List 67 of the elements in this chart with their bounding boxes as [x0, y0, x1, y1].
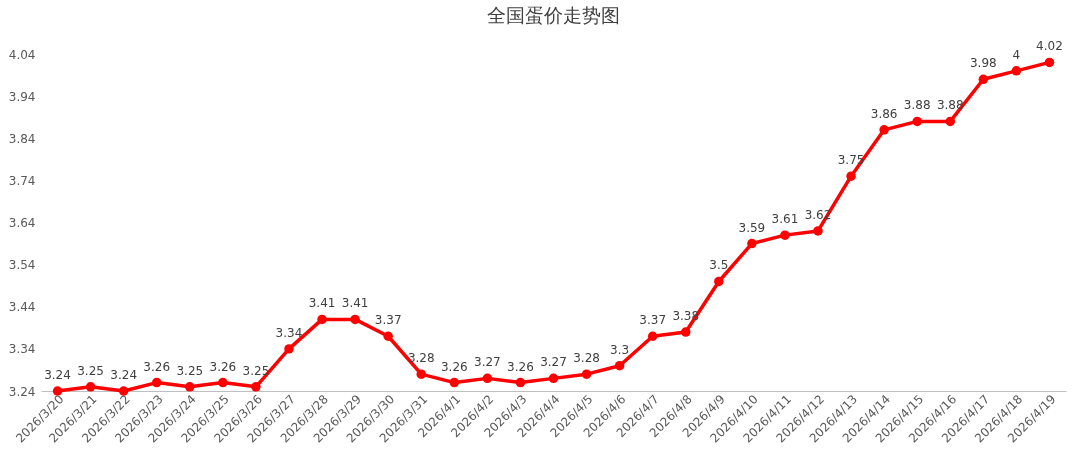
data-label: 3.86: [870, 106, 898, 121]
data-label: 3.3: [610, 342, 630, 357]
point: [813, 226, 823, 236]
data-label: 3.41: [308, 296, 336, 311]
y-tick-label: 3.74: [8, 173, 36, 188]
data-label: 3.26: [440, 359, 468, 374]
point: [912, 116, 922, 127]
point: [647, 331, 658, 341]
point: [846, 171, 856, 181]
y-tick-label: 3.54: [8, 258, 36, 273]
point: [350, 314, 360, 325]
chart-title: 全国蛋价走势图: [487, 4, 620, 27]
data-label: 3.37: [639, 313, 667, 328]
data-label: 3.98: [969, 56, 997, 71]
point: [317, 314, 327, 325]
data-label: 3.59: [738, 220, 766, 235]
y-tick-label: 3.94: [8, 89, 36, 104]
data-label: 4.02: [1036, 39, 1063, 54]
point: [548, 373, 559, 384]
y-tick-label: 3.34: [8, 342, 36, 357]
data-label: 3.24: [44, 368, 71, 382]
point: [614, 360, 625, 371]
point: [383, 331, 393, 341]
point: [185, 382, 195, 392]
point: [416, 369, 426, 379]
point: [780, 230, 790, 240]
data-label: 3.26: [209, 359, 237, 374]
point: [449, 377, 460, 388]
point: [52, 386, 63, 396]
data-label: 3.25: [242, 363, 270, 378]
point: [714, 276, 724, 287]
data-label: 3.28: [573, 351, 600, 366]
data-label: 3.34: [275, 325, 303, 340]
data-label: 3.27: [540, 355, 567, 370]
point: [681, 327, 691, 337]
y-tick-label: 3.24: [8, 384, 36, 399]
point: [515, 377, 526, 388]
point: [978, 74, 989, 85]
data-label: 3.26: [507, 359, 534, 374]
data-label: 3.37: [374, 313, 402, 328]
point: [151, 377, 162, 388]
point: [1011, 66, 1022, 76]
data-label: 3.25: [176, 363, 204, 378]
y-tick-label: 3.84: [8, 131, 36, 146]
point: [85, 382, 96, 392]
point: [218, 377, 228, 388]
data-label: 3.24: [110, 368, 138, 382]
data-label: 3.5: [709, 258, 729, 273]
data-label: 3.28: [407, 351, 435, 366]
point: [879, 125, 889, 135]
data-label: 3.88: [903, 98, 931, 113]
data-label: 3.61: [771, 212, 799, 227]
y-tick-label: 3.44: [8, 300, 36, 315]
point: [251, 382, 261, 392]
data-label: 3.26: [143, 359, 171, 374]
point: [747, 238, 757, 249]
y-tick-label: 3.64: [8, 216, 36, 230]
y-tick-label: 4.04: [8, 47, 36, 62]
data-label: 3.41: [341, 296, 369, 311]
point: [482, 373, 493, 384]
point: [284, 344, 294, 354]
point: [945, 116, 956, 127]
data-label: 3.25: [77, 363, 104, 378]
data-label: 4: [1012, 47, 1021, 62]
data-label: 3.27: [474, 355, 501, 370]
point: [581, 369, 592, 379]
point: [1044, 57, 1055, 68]
